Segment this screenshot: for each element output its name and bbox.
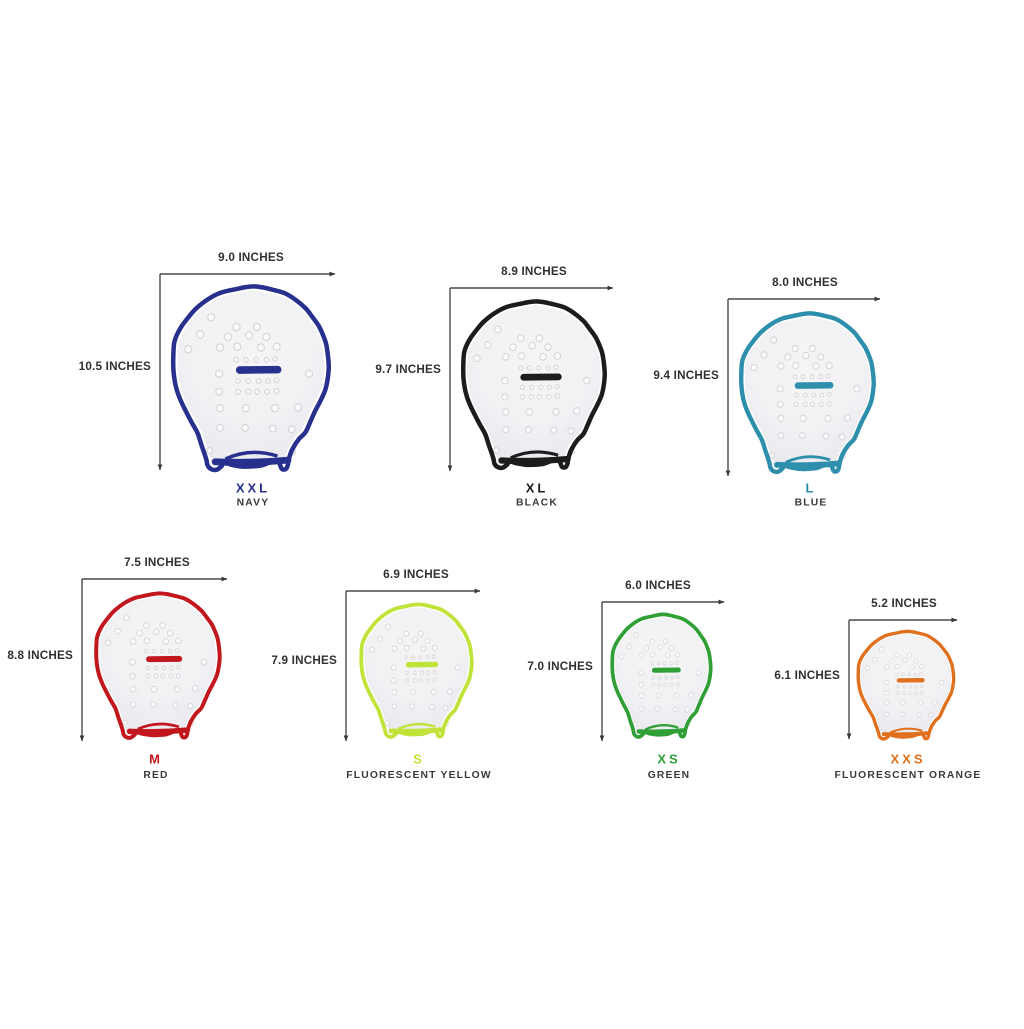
svg-text:XXL: XXL: [236, 481, 270, 496]
svg-text:10.5 INCHES: 10.5 INCHES: [79, 360, 151, 373]
svg-text:NAVY: NAVY: [237, 498, 270, 509]
svg-text:6.1 INCHES: 6.1 INCHES: [774, 669, 840, 682]
svg-text:BLACK: BLACK: [516, 498, 558, 509]
svg-text:S: S: [413, 752, 425, 767]
svg-text:GREEN: GREEN: [648, 770, 691, 781]
svg-text:9.0 INCHES: 9.0 INCHES: [218, 251, 284, 264]
svg-text:8.9 INCHES: 8.9 INCHES: [501, 265, 567, 278]
svg-text:XL: XL: [526, 481, 549, 496]
svg-text:M: M: [149, 752, 163, 767]
svg-text:RED: RED: [143, 770, 168, 781]
svg-text:9.7 INCHES: 9.7 INCHES: [375, 363, 441, 376]
svg-text:6.9 INCHES: 6.9 INCHES: [383, 568, 449, 581]
svg-text:5.2 INCHES: 5.2 INCHES: [871, 597, 937, 610]
svg-text:7.9 INCHES: 7.9 INCHES: [271, 654, 337, 667]
svg-text:XS: XS: [657, 752, 680, 767]
svg-text:FLUORESCENT ORANGE: FLUORESCENT ORANGE: [835, 770, 982, 781]
svg-text:8.0 INCHES: 8.0 INCHES: [772, 276, 838, 289]
svg-text:7.5 INCHES: 7.5 INCHES: [124, 556, 190, 569]
svg-text:6.0 INCHES: 6.0 INCHES: [625, 579, 691, 592]
svg-text:7.0 INCHES: 7.0 INCHES: [527, 660, 593, 673]
svg-text:8.8 INCHES: 8.8 INCHES: [7, 649, 73, 662]
svg-text:FLUORESCENT YELLOW: FLUORESCENT YELLOW: [346, 770, 492, 781]
svg-text:L: L: [806, 481, 817, 496]
svg-text:BLUE: BLUE: [795, 498, 828, 509]
svg-text:XXS: XXS: [890, 752, 925, 767]
svg-text:9.4 INCHES: 9.4 INCHES: [653, 369, 719, 382]
